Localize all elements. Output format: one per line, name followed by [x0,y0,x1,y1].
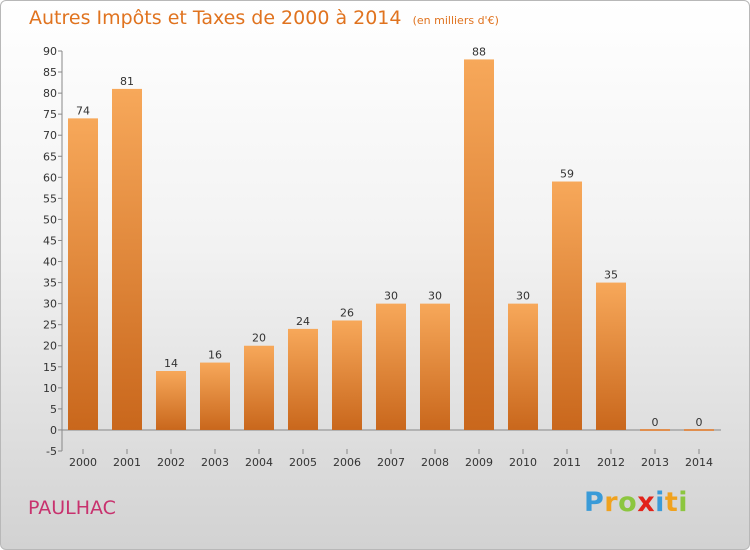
bar [508,303,538,430]
data-label: 0 [696,416,703,429]
y-tick-label: 60 [43,171,57,184]
data-label: 81 [120,75,134,88]
y-tick-label: 5 [50,403,57,416]
bar [68,118,98,430]
x-tick-label: 2011 [553,456,581,469]
y-tick-label: 0 [50,424,57,437]
x-tick-label: 2013 [641,456,669,469]
bars [68,59,714,431]
y-tick-label: 75 [43,108,57,121]
x-tick-label: 2005 [289,456,317,469]
bar [552,181,582,430]
x-tick-label: 2001 [113,456,141,469]
y-tick-label: 55 [43,192,57,205]
data-label: 88 [472,45,486,58]
x-tick-label: 2003 [201,456,229,469]
y-tick-label: 35 [43,277,57,290]
data-label: 0 [652,416,659,429]
bar [376,303,406,430]
y-tick-label: 30 [43,298,57,311]
chart-title: Autres Impôts et Taxes de 2000 à 2014 [29,7,402,29]
x-tick-label: 2014 [685,456,713,469]
bar [244,345,274,430]
proxiti-logo[interactable]: Proxiti [584,487,688,518]
y-tick-label: 90 [43,45,57,58]
x-tick-label: 2009 [465,456,493,469]
data-label: 24 [296,315,310,328]
y-tick-label: -5 [46,445,57,458]
y-tick-label: 15 [43,361,57,374]
x-tick-label: 2006 [333,456,361,469]
data-label: 16 [208,349,222,362]
y-tick-label: 40 [43,256,57,269]
y-tick-label: 85 [43,66,57,79]
chart-title-block: Autres Impôts et Taxes de 2000 à 2014 (e… [29,7,499,29]
data-label: 59 [560,168,574,181]
x-tick-label: 2008 [421,456,449,469]
y-tick-label: 65 [43,150,57,163]
data-label: 30 [428,290,442,303]
y-tick-label: 25 [43,319,57,332]
data-label: 26 [340,306,354,319]
bar [288,328,318,430]
x-tick-label: 2000 [69,456,97,469]
data-label: 35 [604,269,618,282]
logo-letter: x [637,487,656,518]
x-tick-label: 2010 [509,456,537,469]
y-tick-label: 70 [43,129,57,142]
y-tick-label: 80 [43,87,57,100]
logo-letter: i [655,487,665,518]
bar [112,88,142,430]
logo-letter: t [664,487,679,518]
bar [200,362,230,430]
data-label: 74 [76,104,90,117]
commune-name: PAULHAC [28,497,116,519]
x-tick-label: 2007 [377,456,405,469]
bar [332,320,362,430]
y-tick-label: 10 [43,382,57,395]
bar [420,303,450,430]
data-label: 30 [516,290,530,303]
bar [156,371,186,430]
logo-letter: o [618,487,638,518]
data-label: 14 [164,357,178,370]
data-label: 30 [384,290,398,303]
chart-subtitle: (en milliers d'€) [412,14,499,27]
bar [596,282,626,430]
x-tick-label: 2002 [157,456,185,469]
bar [464,59,494,430]
data-label: 20 [252,332,266,345]
y-tick-label: 45 [43,234,57,247]
logo-letter: r [604,487,619,518]
logo-letter: P [584,487,605,518]
logo-letter: i [678,487,689,518]
x-tick-label: 2012 [597,456,625,469]
x-tick-label: 2004 [245,456,273,469]
y-tick-label: 20 [43,340,57,353]
data-labels: 74 81 14 16 20 24 26 30 30 88 30 59 35 0 0 [76,45,703,429]
y-tick-label: 50 [43,213,57,226]
